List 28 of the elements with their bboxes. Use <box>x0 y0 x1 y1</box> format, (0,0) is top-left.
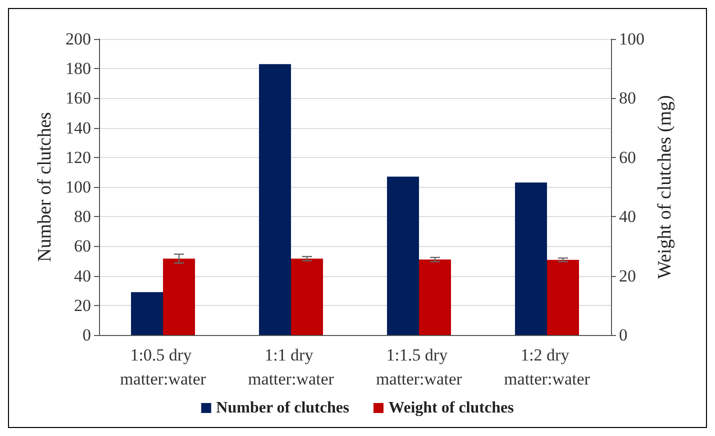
y-tick-label: 160 <box>66 88 91 108</box>
bar <box>259 64 291 335</box>
y-tick-label: 140 <box>66 118 91 138</box>
y2-tick-label: 20 <box>619 266 636 286</box>
y-tick-label: 80 <box>74 207 91 226</box>
y-axis-title: Number of clutches <box>34 112 56 262</box>
y-tick-label: 60 <box>74 236 91 256</box>
y-tick-label: 200 <box>66 30 91 48</box>
bar <box>387 176 419 335</box>
y2-tick-label: 80 <box>619 88 636 108</box>
x-tick-label: 1:1.5 dry matter:water <box>376 346 462 388</box>
x-tick-label: 1:2 dry matter:water <box>504 346 590 388</box>
y2-tick-label: 60 <box>619 148 636 167</box>
y-tick-label: 40 <box>74 266 91 286</box>
y-tick-label: 120 <box>66 148 91 167</box>
x-tick-label: 1:1 dry matter:water <box>248 346 334 388</box>
y2-tick-label: 40 <box>619 207 636 226</box>
y-tick-label: 180 <box>66 59 91 78</box>
x-tick-label: 1:0.5 dry matter:water <box>120 346 206 388</box>
legend-label: Weight of clutches <box>388 400 514 416</box>
y-tick-label: 20 <box>74 296 91 315</box>
y-tick-label: 0 <box>82 326 91 344</box>
y-tick-label: 100 <box>66 178 91 196</box>
y2-tick-label: 100 <box>619 30 644 48</box>
y2-axis-title: Weight of clutches (mg) <box>654 95 676 279</box>
y2-tick-label: 0 <box>619 326 628 344</box>
bar <box>515 182 547 335</box>
legend-label: Number of clutches <box>216 400 350 416</box>
